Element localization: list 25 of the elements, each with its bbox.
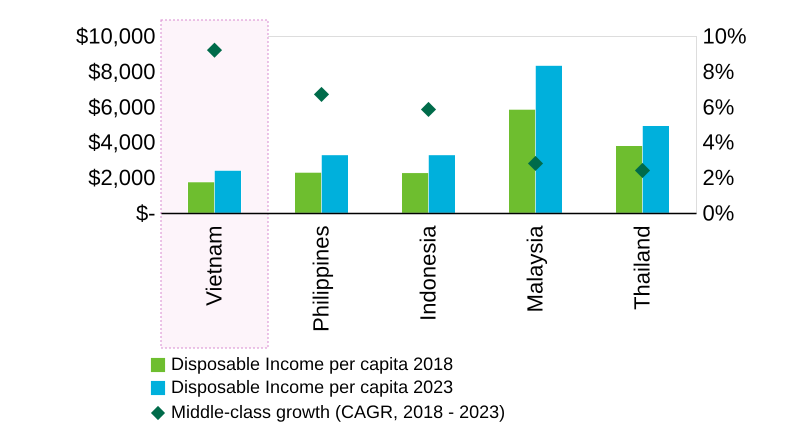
legend-label: Disposable Income per capita 2023 [171,377,454,397]
y2-tick-label: 10% [702,24,747,48]
point [314,86,330,102]
y2-tick-label: 2% [702,165,734,190]
x-tick-label: Malaysia [522,224,548,312]
y-tick-label: $6,000 [88,94,156,120]
y-tick-label: $4,000 [88,130,156,155]
y-tick-label: $2,000 [88,165,156,190]
x-tick-label: Thailand [630,226,654,310]
point [528,156,544,172]
y2-tick-label: 8% [702,58,734,84]
x-tick-label: Indonesia [416,224,440,321]
y-tick-label: $8,000 [88,58,156,84]
y2-tick-label: 0% [702,200,734,226]
y-tick-label: $10,000 [76,24,156,48]
point [420,102,436,118]
point [634,162,650,178]
y-tick-label: $- [136,200,156,226]
legend-label: Disposable Income per capita 2018 [171,354,454,374]
legend-label: Middle-class growth (CAGR, 2018 - 2023) [171,402,506,422]
point [206,42,222,58]
x-tick-label: Vietnam [202,226,226,306]
y2-tick-label: 4% [702,130,734,155]
x-tick-label: Philippines [308,226,334,332]
y2-tick-label: 6% [702,94,734,120]
